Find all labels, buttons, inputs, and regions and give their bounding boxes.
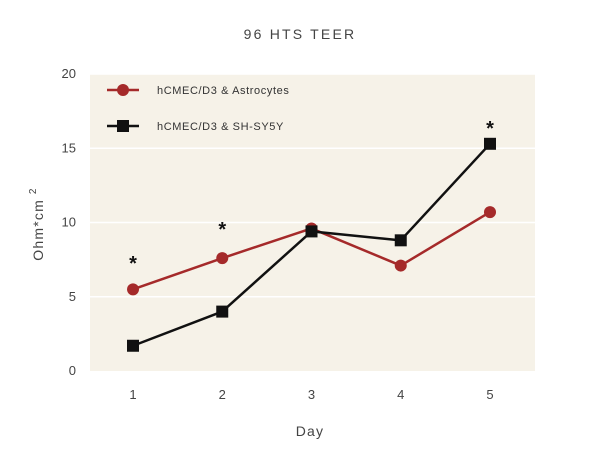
data-point-circle [394,259,407,272]
legend-marker-circle [117,84,129,96]
legend-label: hCMEC/D3 & SH-SY5Y [157,121,284,133]
legend: hCMEC/D3 & Astrocytes hCMEC/D3 & SH-SY5Y [107,84,289,133]
x-tick-label: 5 [486,387,493,402]
grid-lines [90,73,535,298]
x-tick-label: 1 [129,387,136,402]
x-tick-label: 3 [308,387,315,402]
significance-star: * [129,253,137,275]
data-point-square [305,225,318,238]
data-point-square [484,137,496,150]
significance-annotations: * * * [129,118,494,275]
legend-label: hCMEC/D3 & Astrocytes [157,85,289,97]
y-tick-label: 10 [62,215,76,230]
x-tick-label: 2 [219,387,226,402]
y-axis-ticks: 0 5 10 15 20 [62,66,76,378]
series-markers [127,137,496,352]
data-point-circle [216,252,229,265]
data-point-square [394,234,407,247]
y-tick-label: 15 [62,140,76,155]
y-axis-label-superscript: 2 [28,187,39,194]
chart-title: 96 HTS TEER [244,26,357,42]
x-tick-label: 4 [397,387,404,402]
legend-marker-square [117,120,129,132]
x-axis-ticks: 1 2 3 4 5 [129,387,493,402]
y-tick-label: 20 [62,66,76,81]
data-point-square [216,305,229,318]
data-point-square [127,339,139,352]
data-point-circle [484,206,496,219]
y-tick-label: 0 [69,363,76,378]
significance-star: * [218,219,226,241]
y-tick-label: 5 [69,289,76,304]
y-axis-label-text: Ohm*cm [30,199,46,261]
x-axis-label: Day [296,423,325,439]
y-axis-label: Ohm*cm 2 [28,187,46,260]
data-point-circle [127,283,139,296]
significance-star: * [486,118,494,140]
